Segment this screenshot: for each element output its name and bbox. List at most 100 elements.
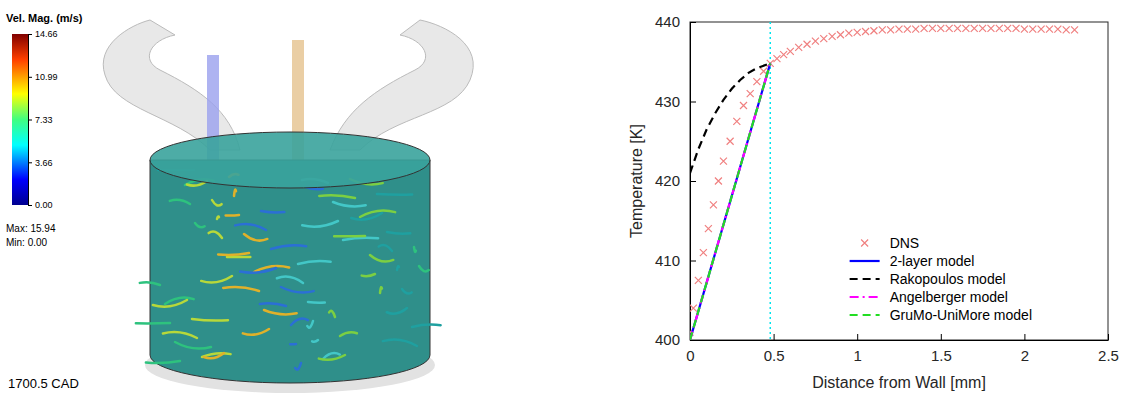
data-point [710, 201, 717, 208]
y-tick: 420 [655, 172, 696, 189]
flow-streak [387, 308, 407, 314]
data-point [715, 178, 722, 185]
legend-swatch [850, 314, 880, 316]
x-tick-label: 2.5 [1098, 347, 1119, 364]
legend-swatch [850, 296, 880, 298]
flow-streak [153, 300, 187, 307]
legend-item: GruMo-UniMore model [850, 307, 1032, 323]
flow-streak [377, 193, 412, 196]
flow-streak [264, 310, 297, 314]
plot-frame [690, 22, 1108, 340]
y-tick-label: 430 [655, 93, 680, 110]
flow-streak [170, 200, 190, 204]
colorbar-tick: 10.99 [28, 72, 58, 82]
cylinder-head [150, 132, 430, 188]
flow-streak [243, 329, 269, 335]
data-point [690, 305, 697, 312]
flow-streak [340, 332, 357, 336]
flow-streak [319, 355, 345, 360]
exhaust-port [330, 20, 473, 150]
data-point [820, 35, 827, 42]
flow-streak [195, 223, 205, 227]
data-point [971, 25, 978, 32]
x-tick: 2 [1021, 334, 1029, 364]
flow-streak [234, 190, 236, 196]
y-tick-mark [690, 340, 696, 341]
data-point [812, 38, 819, 45]
flow-streak [209, 231, 222, 238]
flow-streak [192, 319, 228, 321]
data-point [887, 26, 894, 33]
legend-label: 2-layer model [890, 253, 975, 269]
flow-streaks [136, 170, 441, 370]
data-point [760, 68, 767, 75]
y-axis-title: Temperature [K] [628, 124, 645, 238]
flow-streak [235, 224, 266, 230]
colorbar-tick-mark [28, 77, 32, 78]
rendering-panel: Vel. Mag. (m/s)0.003.667.3310.9914.66Max… [6, 12, 473, 393]
series-line [690, 63, 770, 340]
x-axis-title: Distance from Wall [mm] [812, 374, 986, 391]
data-point [937, 25, 944, 32]
data-point [780, 51, 787, 58]
data-point [962, 25, 969, 32]
flow-streak [163, 332, 197, 338]
x-tick-label: 2 [1021, 347, 1029, 364]
colorbar-tick-label: 10.99 [35, 72, 58, 82]
flow-streak [240, 268, 276, 273]
colorbar-title: Vel. Mag. (m/s) [6, 12, 83, 24]
y-tick-mark [690, 22, 696, 23]
legend-label: Angelberger model [890, 289, 1008, 305]
x-tick: 1.5 [931, 334, 952, 364]
colorbar-tick-mark [28, 205, 32, 206]
data-point [862, 28, 869, 35]
legend-item: 2-layer model [850, 253, 975, 269]
flow-streak [223, 287, 259, 291]
flow-streak [298, 261, 331, 264]
series-line [690, 63, 770, 173]
legend-label: Rakopoulos model [890, 271, 1006, 287]
min-label: Min: 0.00 [6, 237, 48, 248]
flow-streak [402, 289, 412, 294]
flow-streak [281, 287, 314, 293]
data-point [1004, 25, 1011, 32]
colorbar-tick-mark [28, 34, 32, 35]
flow-streak [380, 287, 382, 293]
data-point [1046, 26, 1053, 33]
legend-swatch [850, 278, 880, 280]
x-tick-label: 1.5 [931, 347, 952, 364]
colorbar-tick-label: 14.66 [35, 29, 58, 39]
y-tick-mark [690, 261, 696, 262]
intake-port [103, 20, 240, 150]
flow-streak [217, 216, 219, 219]
flow-streak [302, 221, 338, 227]
flow-streak [212, 200, 222, 206]
cylinder [150, 160, 430, 383]
data-point [870, 27, 877, 34]
series-line [690, 63, 770, 340]
x-tick-label: 0.5 [764, 347, 785, 364]
data-point [727, 138, 734, 145]
x-tick-mark [774, 334, 775, 340]
colorbar-tick: 3.66 [28, 158, 53, 168]
flow-streak [201, 276, 232, 283]
data-point [753, 78, 760, 85]
x-tick-label: 1 [854, 347, 862, 364]
flow-streak [140, 282, 160, 285]
data-point [695, 277, 702, 284]
data-point [837, 31, 844, 38]
flow-streak [370, 255, 393, 262]
time-label: 1700.5 CAD [8, 376, 79, 391]
colorbar-axis-line [29, 35, 33, 206]
flow-streak [329, 311, 335, 317]
flow-streak [343, 238, 378, 240]
colorbar-tick: 14.66 [28, 29, 58, 39]
flow-streak [397, 266, 399, 270]
x-tick: 0.5 [764, 334, 785, 364]
flow-streak [383, 339, 417, 346]
data-point [795, 44, 802, 51]
y-tick: 430 [655, 93, 696, 110]
x-tick-label: 0 [686, 347, 694, 364]
colorbar-tick: 0.00 [28, 200, 53, 210]
y-axis: 400410420430440 [655, 13, 696, 348]
